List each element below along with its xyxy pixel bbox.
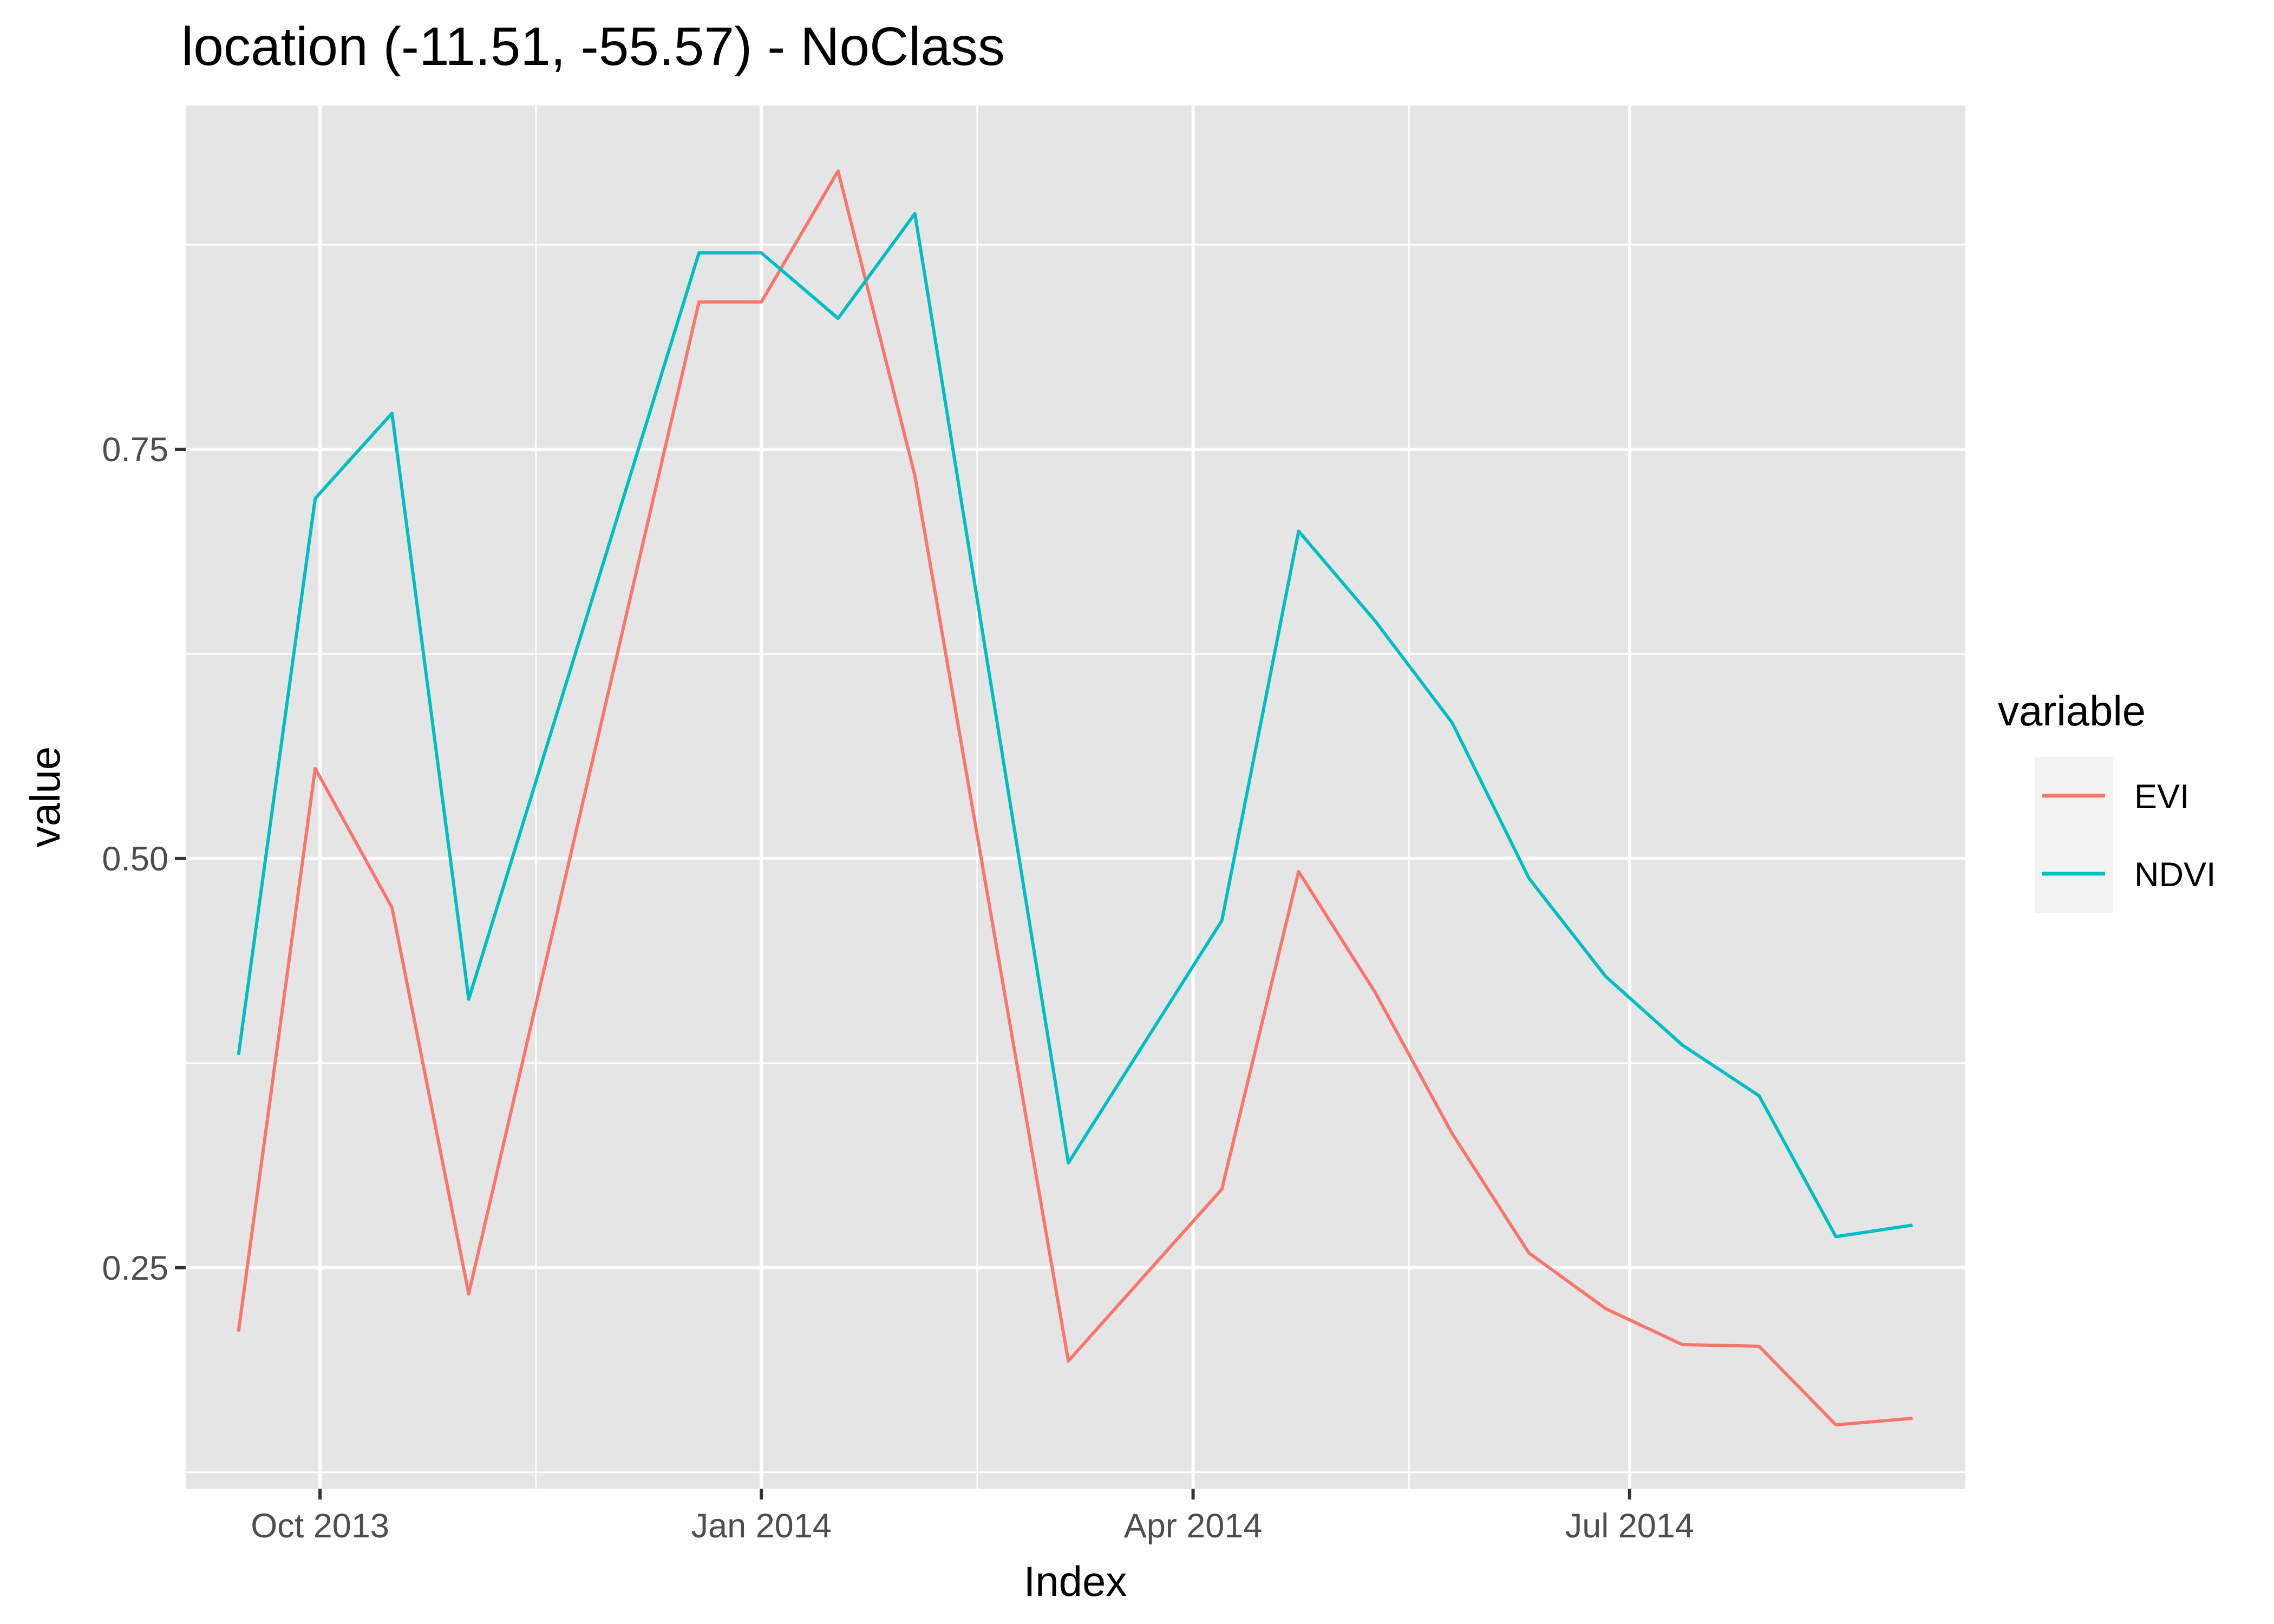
legend-label-evi: EVI <box>2134 778 2190 816</box>
y-axis: 0.25 0.50 0.75 <box>102 431 186 1287</box>
y-tick-label: 0.25 <box>102 1249 168 1287</box>
plot-panel <box>186 106 1965 1489</box>
series-line-ndvi <box>237 212 1913 1239</box>
legend-label-ndvi: NDVI <box>2134 856 2216 894</box>
x-axis-title: Index <box>1024 1557 1127 1605</box>
series-line-evi <box>237 169 1913 1427</box>
x-axis: Oct 2013 Jan 2014 Apr 2014 Jul 2014 <box>251 1489 1694 1545</box>
x-tick-label: Jul 2014 <box>1565 1507 1694 1545</box>
major-gridlines <box>186 106 1965 1489</box>
x-tick-label: Jan 2014 <box>691 1507 832 1545</box>
minor-gridlines <box>186 106 1965 1489</box>
legend-title: variable <box>1998 687 2146 735</box>
y-tick-label: 0.75 <box>102 431 168 469</box>
x-tick-label: Oct 2013 <box>251 1507 389 1545</box>
series-lines <box>237 169 1913 1427</box>
legend: variable EVI NDVI <box>1998 687 2216 913</box>
y-axis-title: value <box>21 746 69 847</box>
chart-title: location (-11.51, -55.57) - NoClass <box>181 16 1005 77</box>
x-tick-label: Apr 2014 <box>1124 1507 1263 1545</box>
y-tick-label: 0.50 <box>102 840 168 878</box>
